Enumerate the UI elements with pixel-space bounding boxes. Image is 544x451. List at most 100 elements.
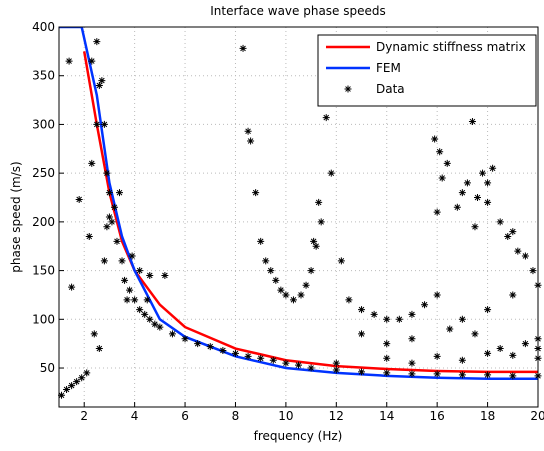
data-point <box>121 276 129 284</box>
data-point <box>103 223 111 231</box>
data-point <box>484 179 492 187</box>
data-point <box>458 356 466 364</box>
legend-label: Data <box>376 82 405 96</box>
data-point <box>370 310 378 318</box>
data-point <box>143 296 151 304</box>
data-point <box>108 218 116 226</box>
data-point <box>383 354 391 362</box>
data-point <box>118 257 126 265</box>
data-point <box>317 218 325 226</box>
data-point <box>484 306 492 314</box>
data-point <box>136 267 144 275</box>
series-line <box>82 51 538 374</box>
data-point <box>100 120 108 128</box>
plot-frame <box>58 26 539 408</box>
y-tick-label: 150 <box>32 264 55 278</box>
data-point <box>332 366 340 374</box>
data-point <box>194 340 202 348</box>
data-point <box>496 345 504 353</box>
data-point <box>473 194 481 202</box>
data-point <box>257 354 265 362</box>
data-point <box>395 315 403 323</box>
data-point <box>231 349 239 357</box>
x-tick-label: 4 <box>131 409 139 423</box>
data-point <box>73 378 81 386</box>
data-point <box>98 77 106 85</box>
y-tick-label: 200 <box>32 215 55 229</box>
data-point <box>431 135 439 143</box>
data-point <box>65 57 73 65</box>
y-axis-label: phase speed (m/s) <box>9 161 23 272</box>
data-point <box>58 391 66 399</box>
data-point <box>438 174 446 182</box>
data-point <box>90 330 98 338</box>
data-point <box>95 81 103 89</box>
data-point <box>116 189 124 197</box>
data-point <box>458 371 466 379</box>
y-tick-label: 100 <box>32 312 55 326</box>
data-point <box>247 137 255 145</box>
data-point <box>453 203 461 211</box>
data-point <box>105 189 113 197</box>
data-point <box>161 271 169 279</box>
data-point <box>436 148 444 156</box>
data-point <box>93 120 101 128</box>
data-point <box>105 213 113 221</box>
x-tick-label: 12 <box>329 409 344 423</box>
y-tick-label: 250 <box>32 166 55 180</box>
chart-title: Interface wave phase speeds <box>210 4 386 18</box>
data-point <box>509 372 517 380</box>
data-point <box>479 169 487 177</box>
data-point <box>521 340 529 348</box>
data-point <box>484 371 492 379</box>
data-point <box>244 127 252 135</box>
data-point <box>113 237 121 245</box>
data-point <box>468 118 476 126</box>
data-point <box>327 169 335 177</box>
data-point <box>239 44 247 52</box>
data-point <box>315 198 323 206</box>
data-point <box>302 281 310 289</box>
x-tick-label: 14 <box>379 409 394 423</box>
data-point <box>289 296 297 304</box>
y-tick-label: 300 <box>32 117 55 131</box>
data-point <box>433 352 441 360</box>
data-point <box>151 320 159 328</box>
data-point <box>322 114 330 122</box>
data-point <box>504 232 512 240</box>
data-point <box>126 286 134 294</box>
data-point <box>433 370 441 378</box>
data-point <box>168 330 176 338</box>
data-point <box>337 257 345 265</box>
data-point <box>146 315 154 323</box>
data-point <box>408 310 416 318</box>
x-tick-label: 10 <box>278 409 293 423</box>
data-point <box>277 286 285 294</box>
data-point <box>312 242 320 250</box>
data-point <box>100 257 108 265</box>
data-point <box>332 359 340 367</box>
data-point <box>408 335 416 343</box>
x-tick-label: 8 <box>232 409 240 423</box>
data-point <box>509 291 517 299</box>
data-point <box>421 301 429 309</box>
data-point <box>310 237 318 245</box>
data-point <box>136 306 144 314</box>
data-point <box>267 267 275 275</box>
data-point <box>95 345 103 353</box>
data-point <box>529 267 537 275</box>
data-point <box>458 189 466 197</box>
data-point <box>88 57 96 65</box>
data-point <box>128 252 136 260</box>
data-point <box>123 296 131 304</box>
legend-swatch <box>344 85 352 93</box>
data-point <box>141 310 149 318</box>
data-point <box>68 283 76 291</box>
data-point <box>262 257 270 265</box>
data-point <box>521 252 529 260</box>
data-point <box>282 359 290 367</box>
data-point <box>484 198 492 206</box>
data-point <box>383 340 391 348</box>
legend-label: FEM <box>376 61 401 75</box>
